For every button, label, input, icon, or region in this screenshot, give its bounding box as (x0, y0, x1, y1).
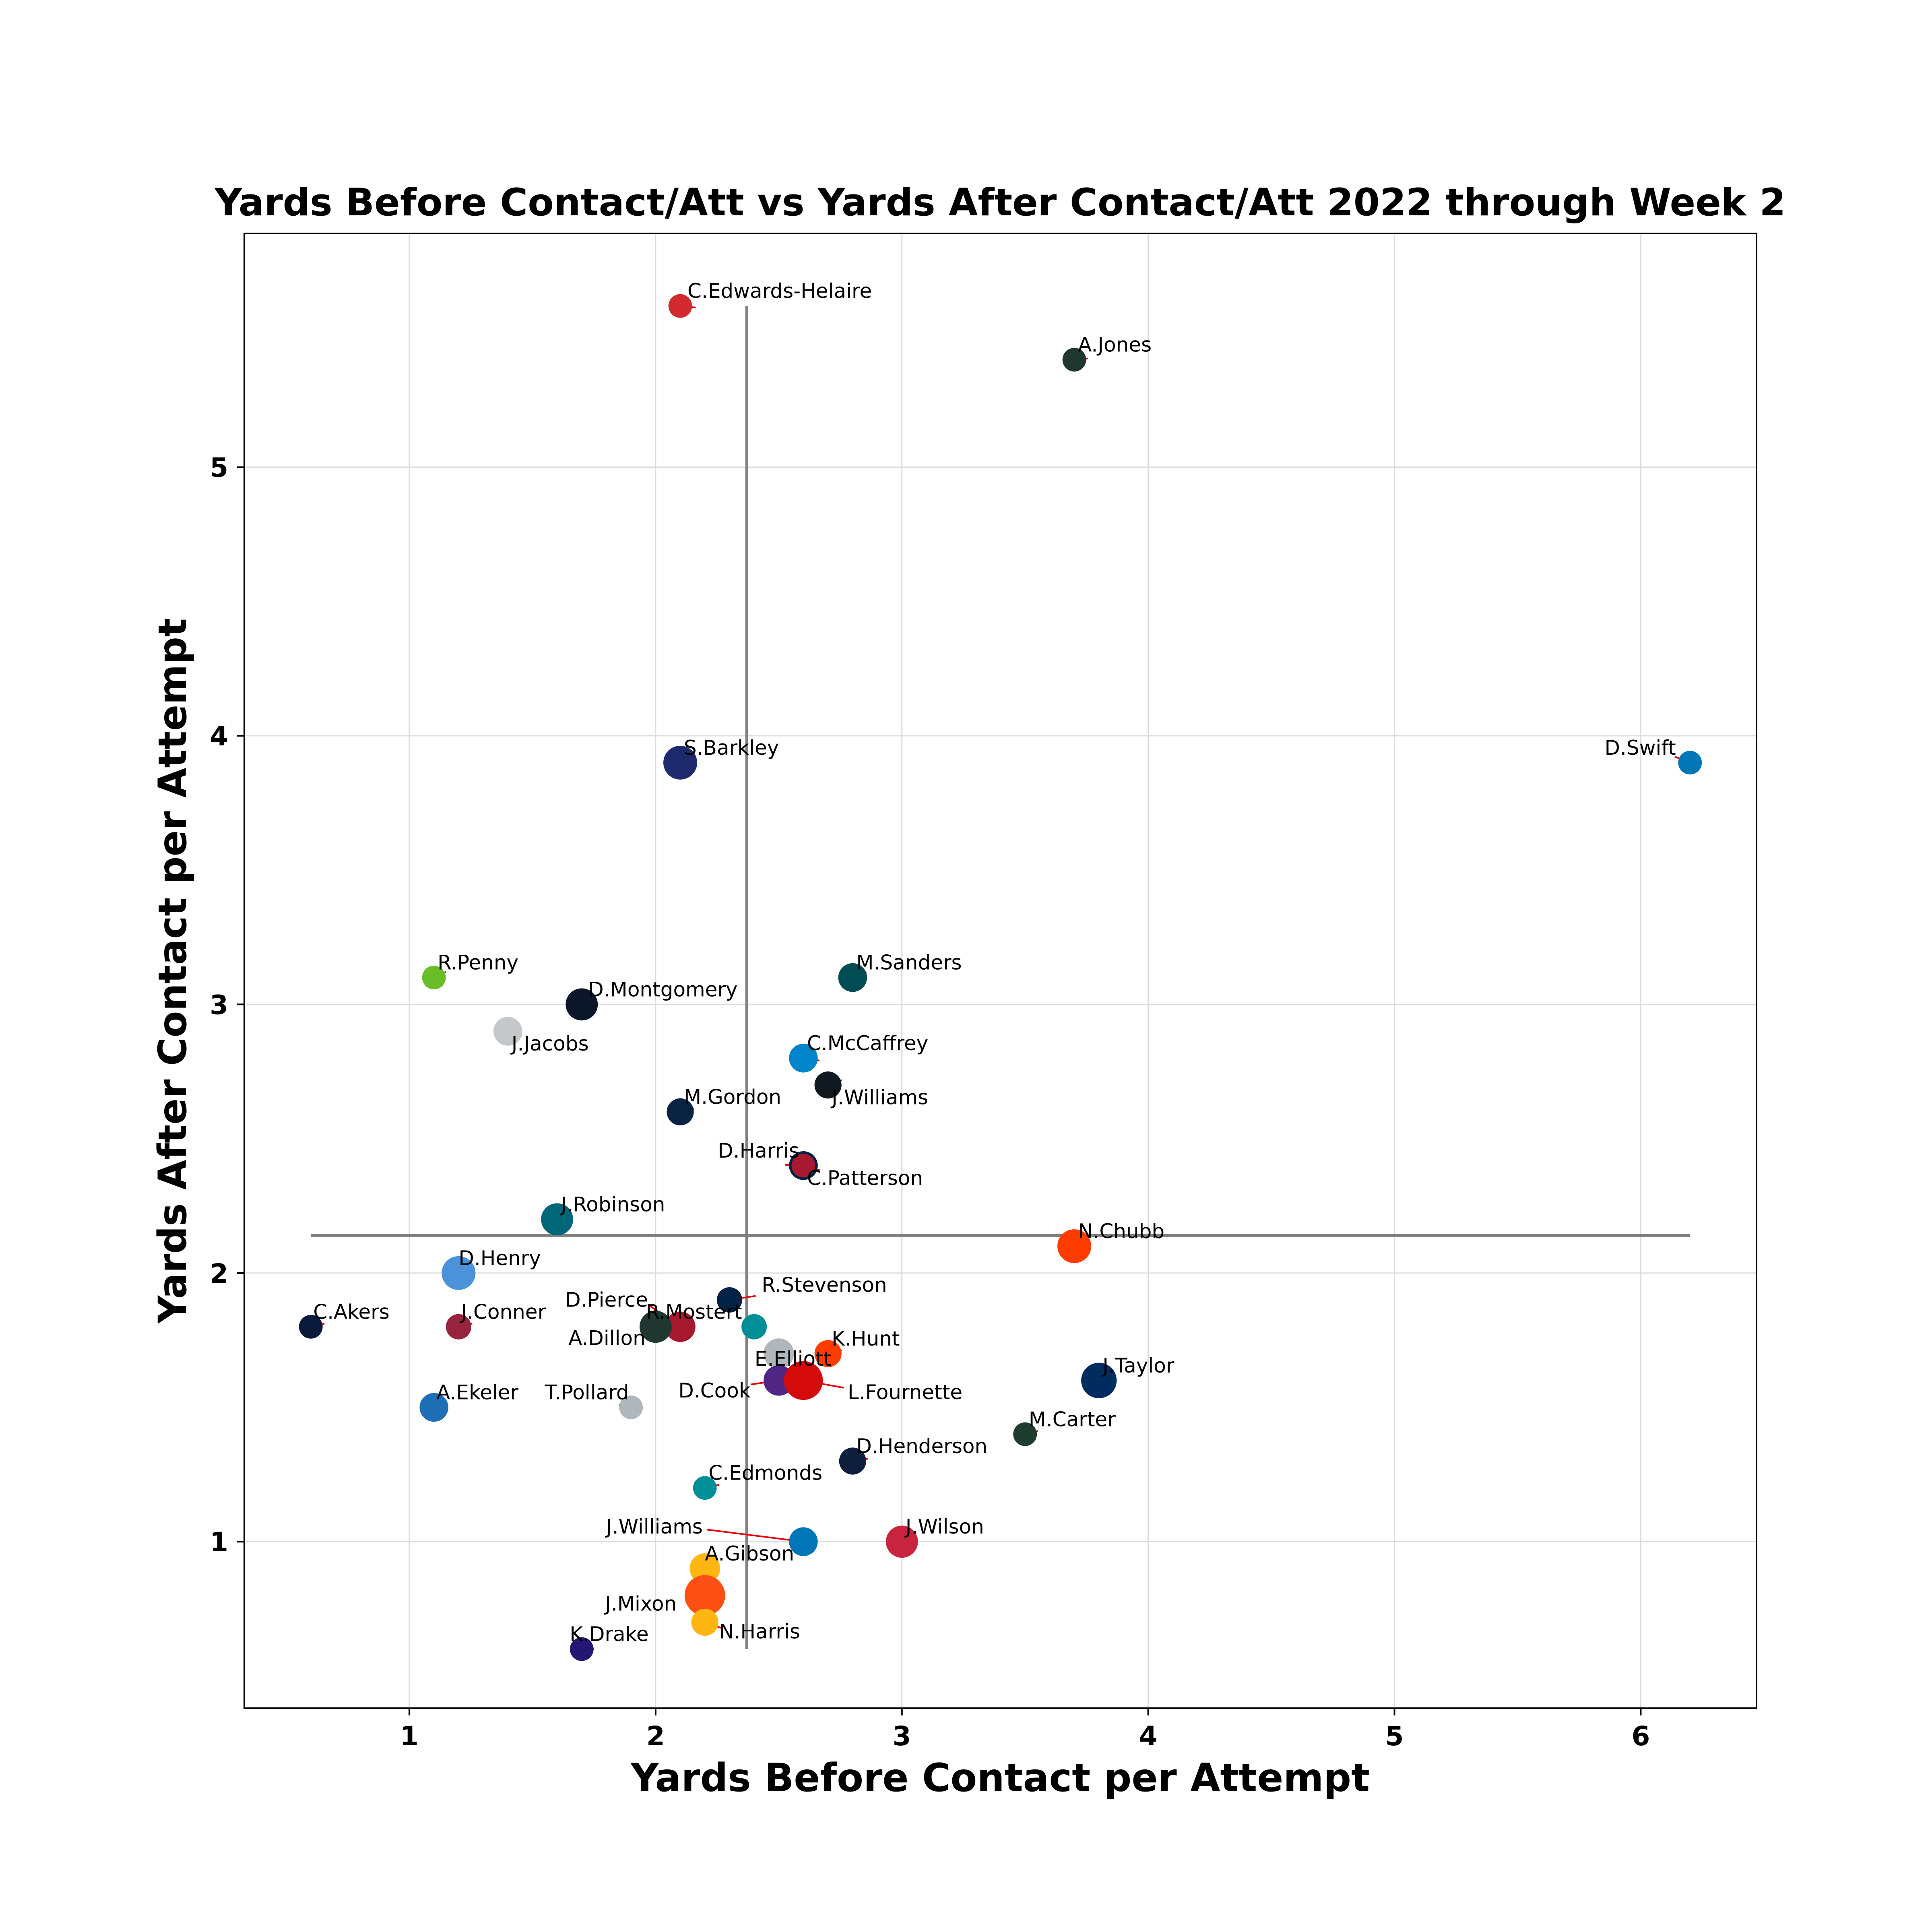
point-label: E.Elliott (755, 1347, 832, 1371)
y-tick-label: 3 (210, 989, 228, 1020)
axis-ticks: 1 2 3 4 5 6 1 2 3 4 5 (210, 452, 1650, 1752)
mean-guide-lines (311, 306, 1690, 1649)
point-label: R.Mostert (646, 1300, 742, 1323)
data-point (839, 1447, 866, 1475)
x-tick-label: 5 (1385, 1721, 1404, 1752)
point-label: S.Barkley (684, 736, 779, 760)
point-label: C.Edmonds (708, 1461, 822, 1485)
x-tick-label: 6 (1631, 1721, 1650, 1752)
data-point (619, 1395, 643, 1419)
point-label: J.Williams (605, 1515, 703, 1538)
point-label: R.Penny (438, 951, 518, 974)
point-label: J.Jacobs (510, 1032, 589, 1055)
data-point (684, 1575, 725, 1616)
point-label: C.Edwards-Helaire (687, 279, 872, 303)
point-label: A.Gibson (705, 1542, 794, 1565)
y-tick-label: 5 (210, 452, 228, 483)
data-point (886, 1525, 918, 1558)
data-point (1678, 751, 1702, 775)
annotation-arrow (706, 1529, 801, 1542)
data-point (668, 294, 692, 318)
data-point (419, 1393, 448, 1422)
grid (244, 233, 1757, 1708)
data-point (446, 1314, 471, 1340)
point-label: A.Jones (1078, 333, 1152, 357)
point-label: D.Cook (678, 1379, 750, 1402)
data-point (689, 1553, 720, 1584)
data-point (299, 1315, 323, 1339)
data-point (691, 1608, 718, 1636)
data-point (814, 1340, 842, 1367)
data-point (667, 1098, 694, 1125)
plot-frame (244, 233, 1757, 1709)
point-label: A.Ekeler (436, 1381, 518, 1404)
point-label: J.Wilson (904, 1515, 984, 1538)
point-label: M.Sanders (856, 951, 962, 974)
data-point (693, 1476, 717, 1500)
y-tick-label: 2 (210, 1258, 228, 1289)
data-points (299, 294, 1702, 1661)
x-tick-label: 4 (1139, 1721, 1158, 1752)
x-axis-label: Yards Before Contact per Attempt (630, 1755, 1370, 1800)
y-axis-label: Yards After Contact per Attempt (150, 618, 195, 1324)
point-label: K.Drake (570, 1622, 648, 1646)
data-point (493, 1017, 522, 1046)
point-label: J.Williams (830, 1086, 928, 1109)
point-label: L.Fournette (848, 1381, 962, 1404)
point-labels: C.Edwards-Helaire A.Jones S.Barkley D.Swift… (313, 279, 1676, 1646)
data-point (716, 1287, 742, 1313)
data-point (789, 1527, 818, 1556)
chart-title: Yards Before Contact/Att vs Yards After … (214, 181, 1785, 225)
point-label: D.Henry (458, 1247, 541, 1270)
data-point (763, 1338, 794, 1369)
data-point (1062, 348, 1086, 372)
point-label: D.Montgomery (588, 978, 737, 1001)
point-label: T.Pollard (544, 1381, 629, 1404)
point-label: A.Dillon (568, 1326, 646, 1350)
data-point (570, 1637, 594, 1661)
data-point (566, 988, 598, 1021)
point-label: D.Harris (718, 1139, 799, 1162)
point-label: M.Carter (1029, 1408, 1116, 1431)
data-point (541, 1203, 573, 1236)
data-point (838, 963, 867, 992)
point-label: N.Chubb (1078, 1220, 1164, 1243)
point-label: K.Hunt (832, 1327, 900, 1350)
point-label: J.Robinson (559, 1193, 665, 1216)
x-tick-label: 3 (893, 1721, 911, 1752)
point-label: C.McCaffrey (807, 1032, 928, 1055)
data-point (639, 1311, 672, 1343)
point-label: R.Stevenson (762, 1274, 887, 1297)
data-point (1057, 1229, 1092, 1263)
data-point (1013, 1422, 1037, 1446)
point-label: M.Gordon (684, 1085, 781, 1108)
point-label: N.Harris (719, 1620, 800, 1643)
y-tick-label: 4 (210, 721, 228, 752)
y-tick-label: 1 (210, 1527, 228, 1558)
point-label: J.Mixon (604, 1592, 677, 1616)
data-point (741, 1314, 767, 1340)
data-point (789, 1044, 818, 1073)
data-point (665, 1311, 696, 1342)
point-label: J.Conner (460, 1300, 546, 1323)
data-point (1081, 1362, 1117, 1398)
data-point (663, 745, 698, 780)
data-point (442, 1256, 476, 1290)
point-label: D.Swift (1605, 736, 1676, 760)
data-point (784, 1361, 823, 1400)
x-tick-label: 1 (400, 1721, 419, 1752)
point-label: C.Patterson (807, 1166, 923, 1190)
data-point (791, 1154, 815, 1178)
point-label: D.Henderson (856, 1435, 987, 1458)
x-tick-label: 2 (646, 1721, 665, 1752)
data-point (814, 1071, 842, 1099)
point-label: C.Akers (313, 1300, 390, 1323)
point-label: D.Pierce (565, 1288, 648, 1311)
point-label: J.Taylor (1101, 1354, 1174, 1377)
data-point (422, 966, 446, 990)
